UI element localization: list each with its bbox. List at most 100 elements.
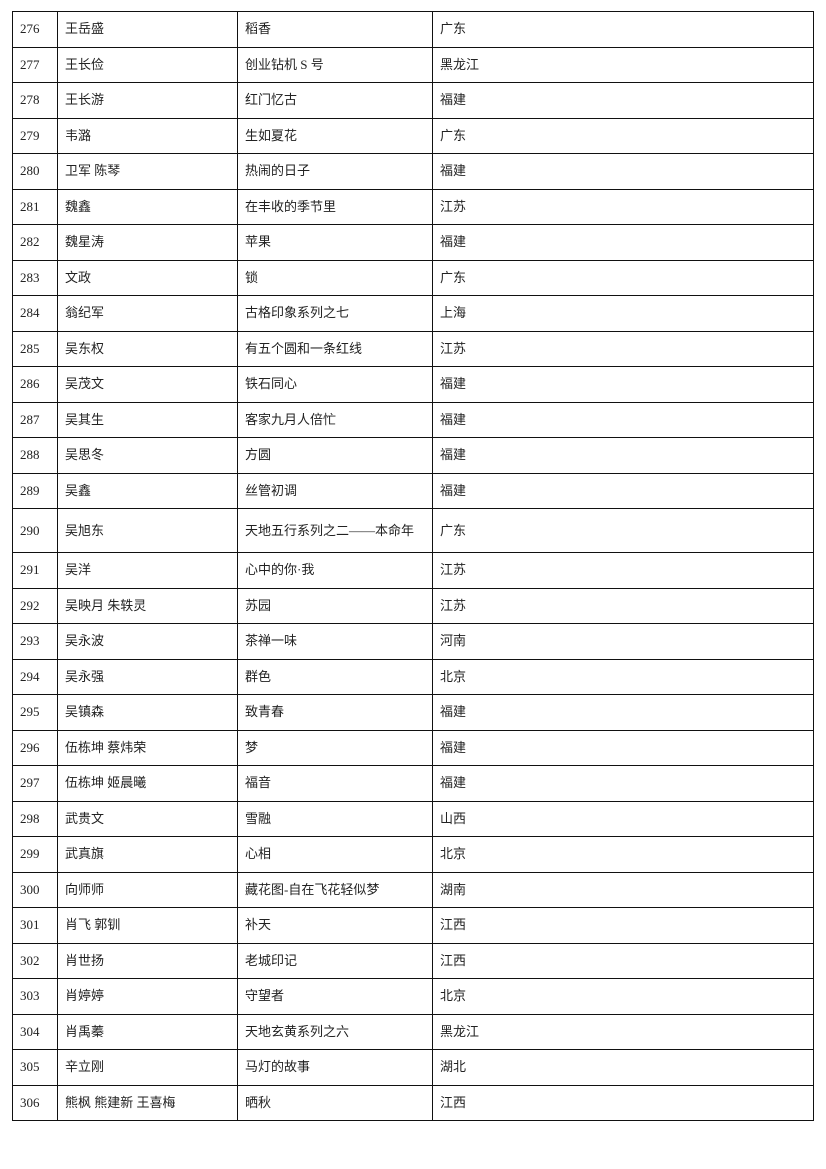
title-cell: 稻香 [237,11,433,48]
province-cell: 福建 [432,729,814,766]
title-cell: 在丰收的季节里 [237,188,433,225]
table-row: 299 武真旗 心相 北京 [12,836,814,873]
table-row: 296 伍栋坤 蔡炜荣梦福建 [12,729,814,766]
entry-number-cell: 279 [12,117,58,154]
author-cell: 王长游 [57,82,238,119]
province-cell: 湖南 [432,871,814,908]
author-cell: 韦潞 [57,117,238,154]
entry-number-cell: 276 [12,11,58,48]
entries-table: 276 王岳盛 稻香 广东 277 王长俭 创业钻机 S 号黑龙江 278 王长游 红门忆古 福建 2… [12,11,814,1121]
province-cell: 广东 [432,117,814,154]
province-cell: 福建 [432,437,814,474]
title-cell: 群色 [237,658,433,695]
author-cell: 吴旭东 [57,508,238,553]
province-cell: 北京 [432,836,814,873]
entry-number-cell: 289 [12,472,58,509]
table-row: 282 魏星涛 苹果 福建 [12,224,814,261]
title-cell: 有五个圆和一条红线 [237,330,433,367]
author-cell: 王岳盛 [57,11,238,48]
province-cell: 湖北 [432,1049,814,1086]
author-cell: 武贵文 [57,800,238,837]
entry-number-cell: 303 [12,978,58,1015]
title-cell: 苹果 [237,224,433,261]
title-cell: 心相 [237,836,433,873]
author-cell: 向师师 [57,871,238,908]
author-cell: 熊枫 熊建新 王喜梅 [57,1084,238,1121]
title-cell: 致青春 [237,694,433,731]
table-row: 288 吴思冬 方圆 福建 [12,437,814,474]
author-cell: 辛立刚 [57,1049,238,1086]
table-row: 289 吴鑫 丝管初调 福建 [12,472,814,509]
title-cell: 客家九月人倍忙 [237,401,433,438]
author-cell: 翁纪军 [57,295,238,332]
entry-number-cell: 300 [12,871,58,908]
table-row: 293 吴永波 茶禅一味 河南 [12,623,814,660]
table-row: 292 吴映月 朱轶灵 苏园 江苏 [12,587,814,624]
entry-number-cell: 305 [12,1049,58,1086]
province-cell: 江苏 [432,552,814,589]
table-row: 298 武贵文 雪融 山西 [12,800,814,837]
title-cell: 藏花图-自在飞花轻似梦 [237,871,433,908]
province-cell: 福建 [432,765,814,802]
province-cell: 江西 [432,1084,814,1121]
province-cell: 福建 [432,401,814,438]
author-cell: 吴东权 [57,330,238,367]
title-cell: 马灯的故事 [237,1049,433,1086]
province-cell: 福建 [432,153,814,190]
entry-number-cell: 287 [12,401,58,438]
table-row: 295 吴镇森 致青春 福建 [12,694,814,731]
author-cell: 魏鑫 [57,188,238,225]
table-row: 294 吴永强 群色 北京 [12,658,814,695]
author-cell: 吴茂文 [57,366,238,403]
province-cell: 江苏 [432,188,814,225]
table-row: 287 吴其生 客家九月人倍忙 福建 [12,401,814,438]
table-row: 280 卫军 陈琴 热闹的日子 福建 [12,153,814,190]
table-row: 276 王岳盛 稻香 广东 [12,11,814,48]
title-cell: 晒秋 [237,1084,433,1121]
entry-number-cell: 285 [12,330,58,367]
province-cell: 北京 [432,978,814,1015]
author-cell: 吴永波 [57,623,238,660]
author-cell: 卫军 陈琴 [57,153,238,190]
entry-number-cell: 306 [12,1084,58,1121]
table-row: 277 王长俭 创业钻机 S 号黑龙江 [12,46,814,83]
province-cell: 河南 [432,623,814,660]
province-cell: 江西 [432,907,814,944]
province-cell: 广东 [432,11,814,48]
entry-number-cell: 286 [12,366,58,403]
author-cell: 魏星涛 [57,224,238,261]
author-cell: 吴其生 [57,401,238,438]
title-cell: 梦 [237,729,433,766]
table-row: 279 韦潞 生如夏花 广东 [12,117,814,154]
author-cell: 文政 [57,259,238,296]
table-row: 285 吴东权 有五个圆和一条红线 江苏 [12,330,814,367]
province-cell: 福建 [432,694,814,731]
table-row: 278 王长游 红门忆古 福建 [12,82,814,119]
entry-number-cell: 302 [12,942,58,979]
title-cell: 雪融 [237,800,433,837]
province-cell: 江苏 [432,330,814,367]
entry-number-cell: 294 [12,658,58,695]
table-row: 303 肖婷婷 守望者 北京 [12,978,814,1015]
author-cell: 吴镇森 [57,694,238,731]
author-cell: 肖世扬 [57,942,238,979]
entry-number-cell: 281 [12,188,58,225]
table-row: 284 翁纪军 古格印象系列之七 上海 [12,295,814,332]
table-row: 283 文政锁广东 [12,259,814,296]
author-cell: 王长俭 [57,46,238,83]
title-cell: 铁石同心 [237,366,433,403]
entry-number-cell: 292 [12,587,58,624]
author-cell: 吴永强 [57,658,238,695]
province-cell: 江苏 [432,587,814,624]
province-cell: 福建 [432,224,814,261]
title-cell: 生如夏花 [237,117,433,154]
table-row: 291 吴洋 心中的你·我 江苏 [12,552,814,589]
title-cell: 古格印象系列之七 [237,295,433,332]
entry-number-cell: 299 [12,836,58,873]
title-cell: 天地玄黄系列之六 [237,1013,433,1050]
title-cell: 心中的你·我 [237,552,433,589]
entry-number-cell: 291 [12,552,58,589]
title-cell: 守望者 [237,978,433,1015]
entry-number-cell: 298 [12,800,58,837]
entry-number-cell: 283 [12,259,58,296]
